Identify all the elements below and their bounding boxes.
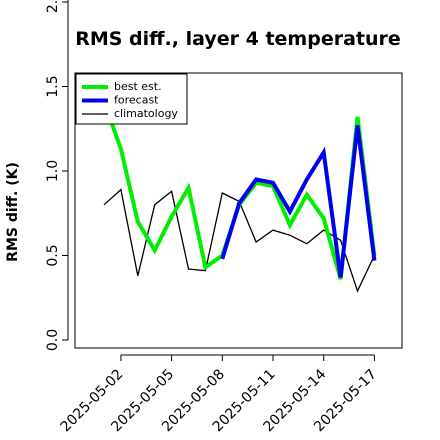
series-line-best-est bbox=[102, 101, 377, 280]
y-tick-label: 1.5 bbox=[45, 75, 61, 97]
y-tick-label: 0.0 bbox=[45, 329, 61, 351]
y-tick-label: 2.0 bbox=[45, 0, 61, 13]
y-tick-label: 1.0 bbox=[45, 160, 61, 182]
series-layer bbox=[102, 101, 377, 293]
y-axis: 0.00.51.01.52.02.53.0 bbox=[45, 0, 69, 351]
chart-title: RMS diff., layer 4 temperature bbox=[75, 28, 401, 50]
legend-label: climatology bbox=[114, 107, 178, 120]
y-axis-label: RMS diff. (K) bbox=[5, 162, 21, 262]
x-axis: 2025-05-022025-05-052025-05-082025-05-11… bbox=[58, 354, 380, 435]
plot-frame bbox=[74, 72, 403, 349]
legend-label: forecast bbox=[114, 94, 159, 107]
legend-label: best est. bbox=[114, 80, 162, 93]
y-tick-label: 0.5 bbox=[45, 244, 61, 266]
series-line-forecast bbox=[220, 125, 377, 278]
